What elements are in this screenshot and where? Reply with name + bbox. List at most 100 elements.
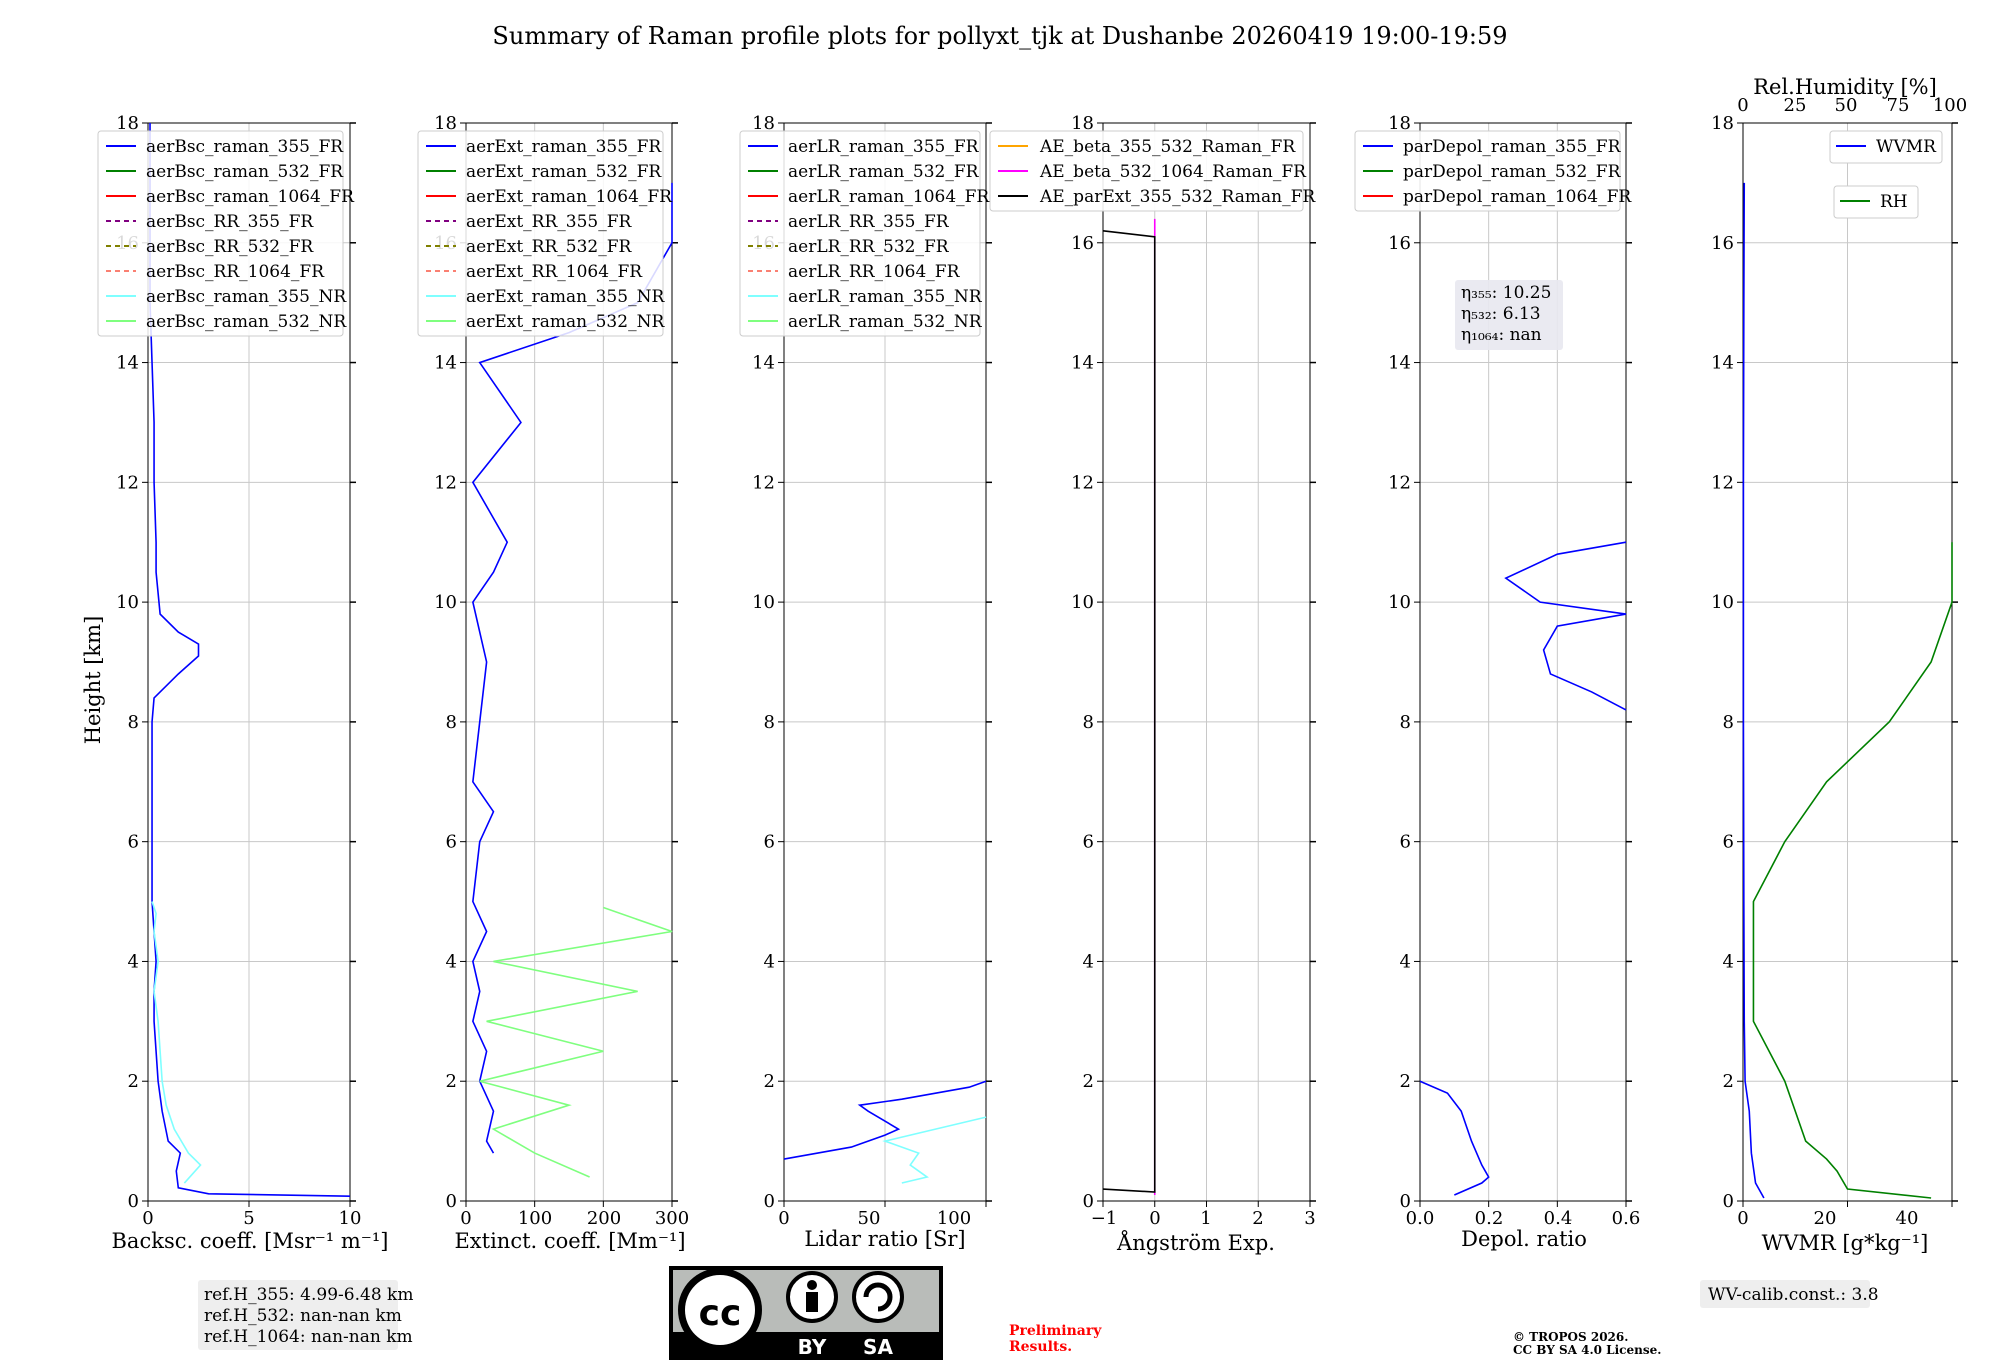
- y-tick-label: 0: [1400, 1191, 1411, 1212]
- legend-entry: aerBsc_raman_532_FR: [146, 162, 344, 182]
- y-tick-label: 4: [446, 951, 457, 972]
- y-tick-label: 14: [752, 353, 775, 374]
- x-tick: −1: [1091, 1208, 1118, 1229]
- x-tick: 100: [518, 1208, 552, 1229]
- legend-box: [1829, 130, 1943, 164]
- series-aerBsc_raman_355_FR: [149, 123, 351, 1198]
- x-tick: 0: [778, 1208, 789, 1229]
- top-x-tick: 100: [1933, 95, 1967, 116]
- legend-entry: WVMR: [1876, 137, 1937, 157]
- y-tick-label: 12: [752, 472, 775, 493]
- y-tick-label: 8: [1723, 712, 1734, 733]
- panel-angstrom: 0 2 4 6 8 10 12 14 16 18 Ångström Exp. −1 0 1 2 3…: [989, 113, 1316, 1255]
- y-tick-label: 8: [128, 712, 139, 733]
- y-tick-label: 18: [1071, 113, 1094, 134]
- legend-entry: AE_beta_532_1064_Raman_FR: [1039, 162, 1307, 182]
- legend-entry: aerExt_raman_355_FR: [466, 137, 662, 157]
- y-tick-label: 10: [1388, 592, 1411, 613]
- cc-logo-inner: [685, 1275, 755, 1345]
- y-tick-label: 18: [1711, 113, 1734, 134]
- y-tick-label: 12: [1071, 472, 1094, 493]
- y-tick-label: 12: [434, 472, 457, 493]
- y-tick-label: 0: [1083, 1191, 1094, 1212]
- top-x-tick: 75: [1887, 95, 1910, 116]
- legend-entry: aerBsc_raman_355_NR: [146, 287, 347, 307]
- cc-logo-text: cc: [699, 1293, 742, 1334]
- y-tick-label: 14: [1711, 353, 1734, 374]
- legend-entry: aerBsc_RR_1064_FR: [146, 262, 325, 282]
- series-AE_parExt_355_532_Raman_FR: [1102, 230, 1156, 1193]
- legend-entry: aerBsc_RR_355_FR: [146, 212, 314, 232]
- y-tick-label: 18: [434, 113, 457, 134]
- x-tick: 0.6: [1612, 1208, 1641, 1229]
- y-tick-label: 10: [752, 592, 775, 613]
- y-tick-label: 12: [1388, 472, 1411, 493]
- y-tick-label: 4: [1400, 951, 1411, 972]
- legend-box: [989, 130, 1304, 212]
- legend-entry: aerExt_raman_532_FR: [466, 162, 662, 182]
- x-tick: 3: [1304, 1208, 1315, 1229]
- y-tick-label: 16: [1711, 233, 1734, 254]
- legend-entry: aerExt_raman_1064_FR: [466, 187, 673, 207]
- top-x-axis-label: Rel.Humidity [%]: [1753, 75, 1937, 99]
- x-tick: 50: [858, 1208, 881, 1229]
- y-tick-label: 4: [764, 951, 775, 972]
- x-tick: 100: [937, 1208, 971, 1229]
- x-tick: 20: [1814, 1208, 1837, 1229]
- x-tick: 0.4: [1544, 1208, 1573, 1229]
- legend-entry: RH: [1880, 192, 1908, 212]
- top-x-tick: 25: [1784, 95, 1807, 116]
- series-aerExt_raman_355_FR: [471, 182, 673, 1154]
- y-tick-label: 2: [764, 1071, 775, 1092]
- ref-height-box: [198, 1280, 398, 1350]
- y-tick-label: 2: [1400, 1071, 1411, 1092]
- y-tick-label: 18: [752, 113, 775, 134]
- x-tick: 0: [142, 1208, 153, 1229]
- y-tick-label: 14: [1071, 353, 1094, 374]
- y-tick-label: 18: [116, 113, 139, 134]
- top-x-tick: 0: [1737, 95, 1748, 116]
- y-tick-label: 10: [116, 592, 139, 613]
- legend-entry: aerExt_raman_532_NR: [466, 312, 665, 332]
- y-tick-label: 6: [128, 832, 139, 853]
- legend-entry: aerExt_RR_532_FR: [466, 237, 632, 257]
- x-tick: 0: [1737, 1208, 1748, 1229]
- legend-entry: aerBsc_raman_1064_FR: [146, 187, 355, 207]
- x-tick: 40: [1896, 1208, 1919, 1229]
- axes-frame: [1419, 122, 1627, 1202]
- copyright-line2: CC BY SA 4.0 License.: [1513, 1343, 1661, 1357]
- x-axis-label: Backsc. coeff. [Msr⁻¹ m⁻¹]: [112, 1229, 389, 1253]
- y-tick-label: 8: [764, 712, 775, 733]
- series-aerBsc_raman_355_NR: [151, 901, 202, 1184]
- y-tick-label: 6: [1083, 832, 1094, 853]
- x-tick: 2: [1252, 1208, 1263, 1229]
- y-tick-label: 6: [1400, 832, 1411, 853]
- legend-entry: aerLR_raman_1064_FR: [788, 187, 990, 207]
- preliminary-line2: Results.: [1009, 1339, 1072, 1355]
- x-axis-label: Ångström Exp.: [1116, 1230, 1275, 1255]
- legend-entry: parDepol_raman_1064_FR: [1403, 187, 1632, 207]
- panel-depol: 0 2 4 6 8 10 12 14 16 18 Depol. ratio 0.0 0.2 0.4…: [1354, 113, 1641, 1251]
- by-person-body: [806, 1292, 818, 1312]
- y-tick-label: 18: [1388, 113, 1411, 134]
- legend-box: [97, 130, 344, 337]
- legend-entry: aerLR_raman_532_NR: [788, 312, 983, 332]
- ref-height-1064: ref.H_1064: nan-nan km: [204, 1327, 413, 1347]
- legend-entry: AE_beta_355_532_Raman_FR: [1039, 137, 1296, 157]
- x-axis-label: WVMR [g*kg⁻¹]: [1762, 1231, 1929, 1255]
- y-tick-label: 14: [116, 353, 139, 374]
- footer: ref.H_355: 4.99-6.48 km ref.H_532: nan-n…: [198, 1266, 1661, 1360]
- by-label: BY: [798, 1335, 827, 1359]
- y-tick-label: 12: [1711, 472, 1734, 493]
- x-tick: 0: [1149, 1208, 1160, 1229]
- y-tick-label: 8: [1083, 712, 1094, 733]
- y-tick-label: 6: [1723, 832, 1734, 853]
- legend-entry: parDepol_raman_355_FR: [1403, 137, 1622, 157]
- series-aerLR_raman_355_NR: [882, 1116, 987, 1184]
- legend-entry: aerLR_raman_532_FR: [788, 162, 980, 182]
